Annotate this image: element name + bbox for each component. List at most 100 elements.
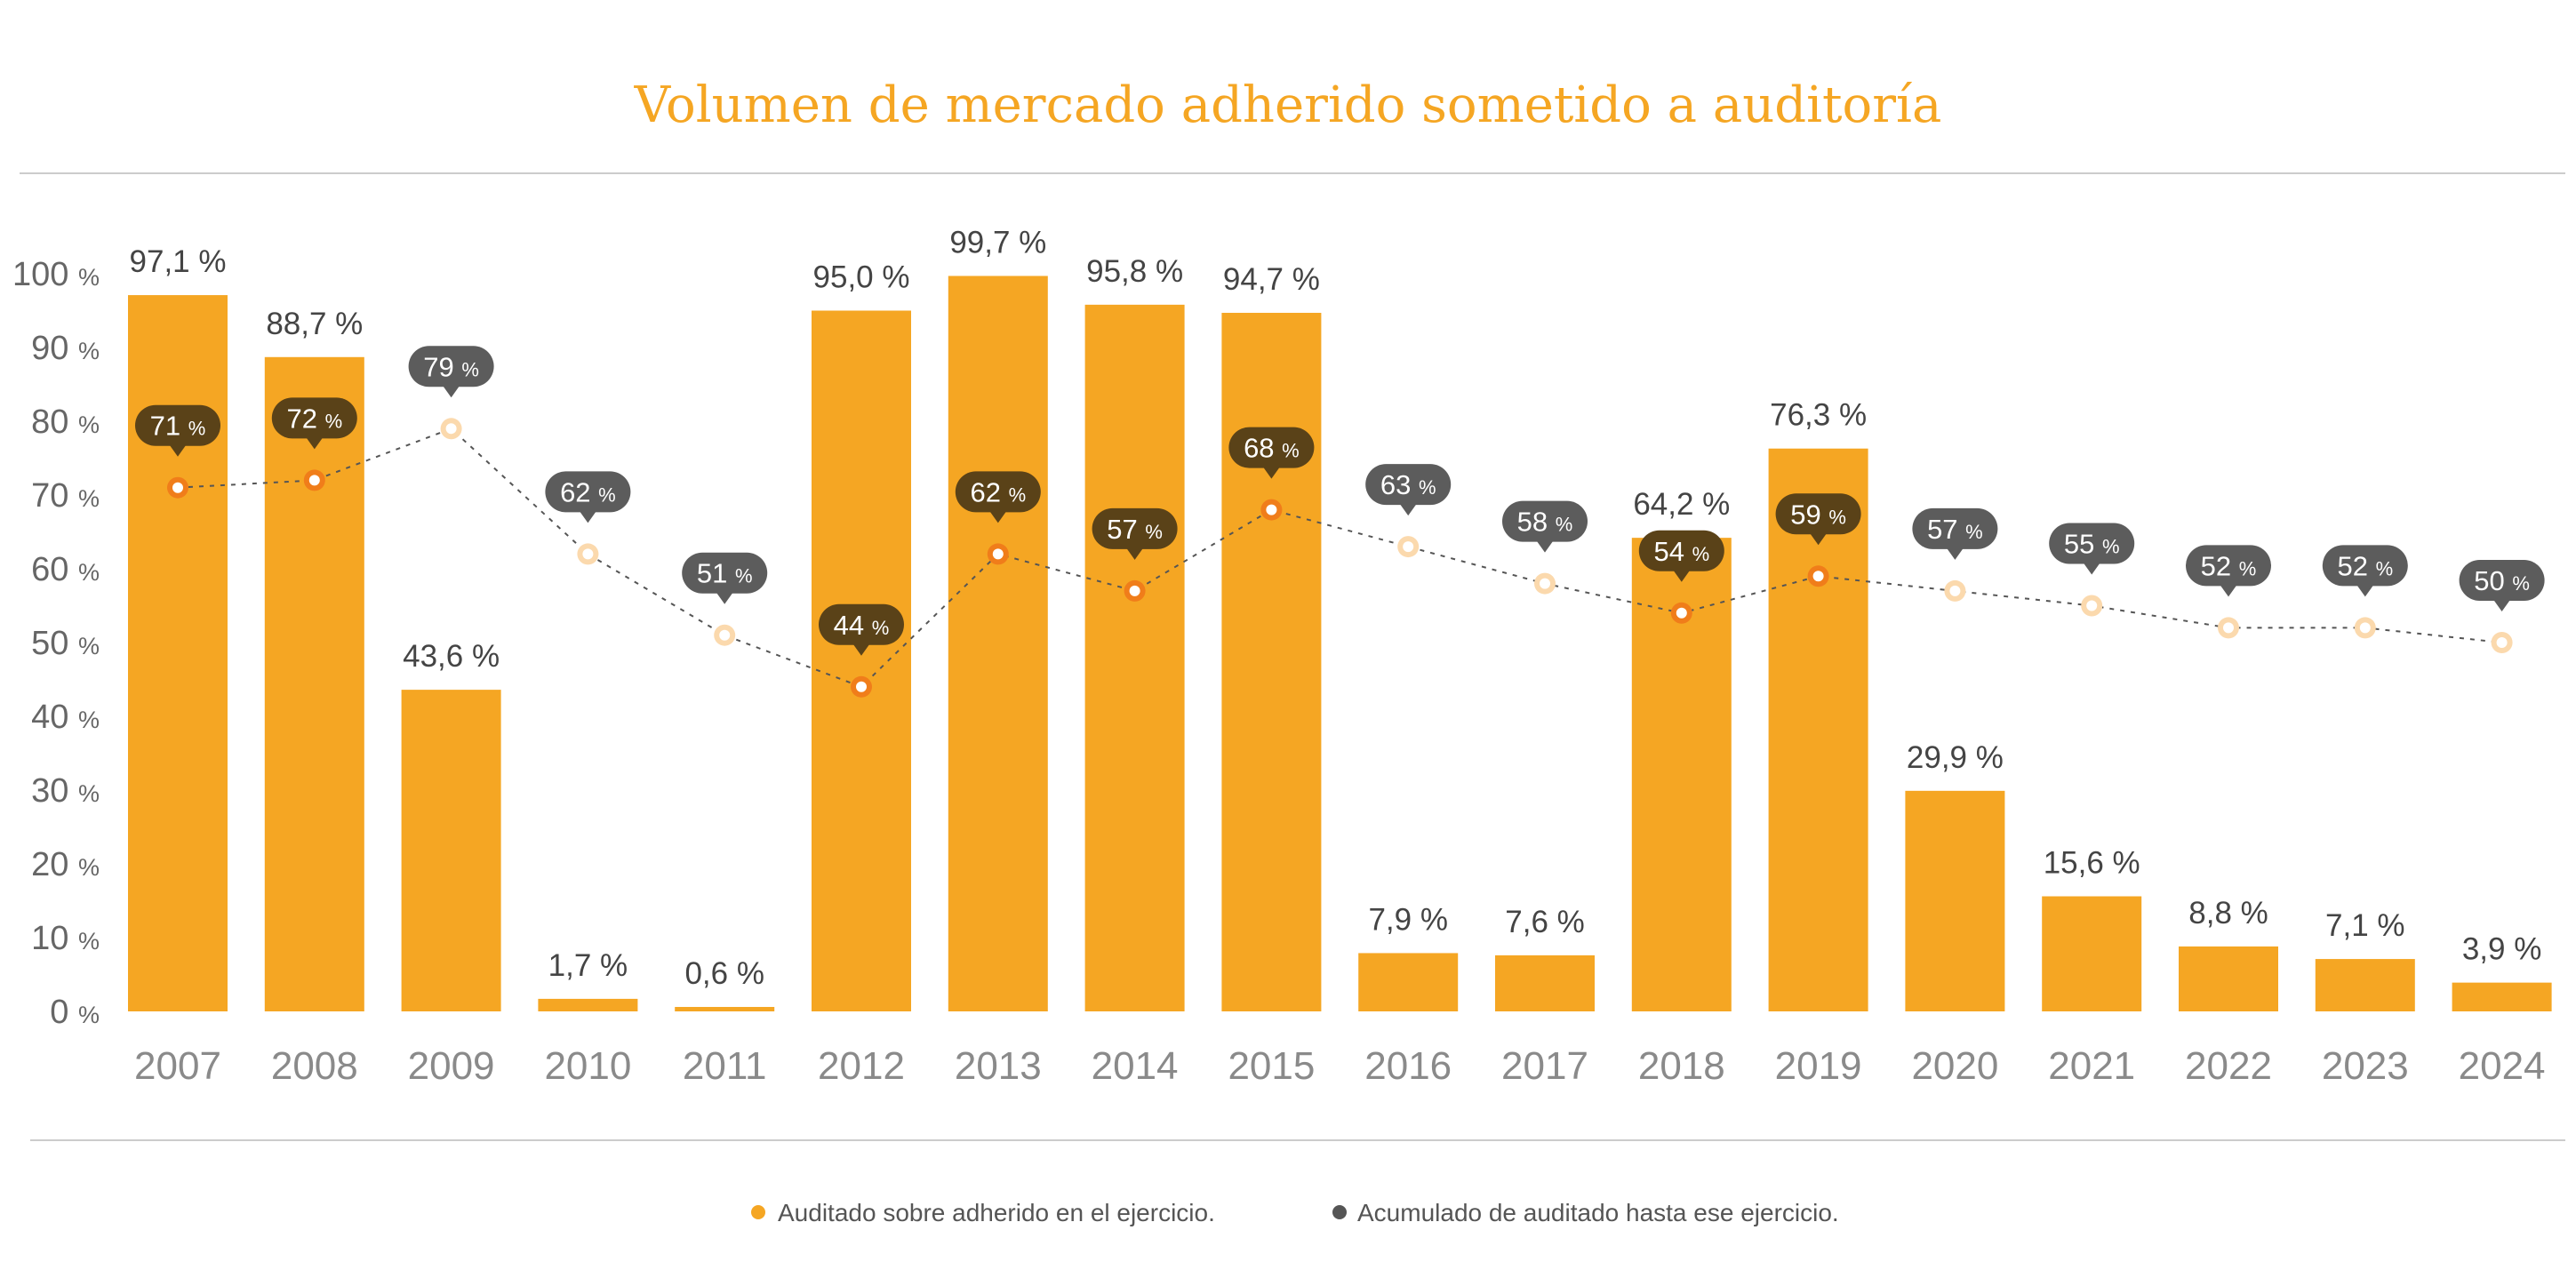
value-bubble-pointer [169, 443, 187, 457]
point-marker-center [2359, 622, 2371, 634]
y-tick-label: 60 % [31, 551, 100, 588]
value-bubble-pointer [2492, 599, 2511, 611]
legend-label-audited: Auditado sobre adherido en el ejercicio. [778, 1199, 1215, 1226]
value-bubble [2459, 560, 2545, 601]
legend-dot-audited-icon [751, 1205, 765, 1219]
bar [1905, 790, 2005, 1011]
point-marker-center [856, 681, 867, 692]
y-tick-label: 90 % [31, 330, 100, 367]
cumulative-point: 62 % [955, 471, 1041, 565]
point-marker-center [1540, 578, 1550, 589]
x-tick-label: 2023 [2322, 1044, 2409, 1088]
point-marker-center [719, 629, 731, 641]
x-tick-label: 2020 [1911, 1044, 1998, 1088]
value-bubble-pointer [305, 436, 324, 450]
cumulative-point: 71 % [135, 404, 220, 499]
point-marker-center [2496, 637, 2508, 648]
cumulative-point: 57 % [1912, 507, 1998, 602]
bar-value-label: 43,6 % [403, 639, 500, 674]
value-bubble-pointer [1809, 532, 1828, 546]
cumulative-value-label: 72 % [286, 403, 342, 434]
x-tick-label: 2012 [818, 1044, 905, 1088]
value-bubble-pointer [2220, 584, 2237, 597]
value-bubble [1365, 464, 1452, 506]
x-tick-label: 2022 [2185, 1044, 2272, 1088]
bar [675, 1007, 775, 1011]
bar-value-label: 97,1 % [130, 244, 227, 279]
bar-value-label: 95,8 % [1086, 254, 1183, 289]
cumulative-value-label: 57 % [1107, 514, 1163, 545]
bar-value-label: 64,2 % [1633, 487, 1730, 522]
x-tick-label: 2018 [1638, 1044, 1725, 1088]
y-tick-label: 40 % [31, 699, 100, 736]
value-bubble-pointer [1262, 466, 1281, 479]
bar-value-label: 0,6 % [684, 956, 764, 991]
point-marker-center [1812, 571, 1824, 582]
y-tick-label: 10 % [31, 920, 100, 957]
x-tick-label: 2007 [134, 1044, 221, 1088]
bar [2452, 982, 2552, 1011]
value-bubble [1502, 500, 1588, 542]
x-tick-label: 2015 [1228, 1044, 1315, 1088]
cumulative-point: 68 % [1228, 427, 1315, 521]
bar [264, 356, 364, 1011]
value-bubble-pointer [1125, 547, 1144, 560]
value-bubble [1228, 427, 1315, 468]
x-tick-label: 2010 [544, 1044, 631, 1088]
bar [538, 998, 638, 1011]
bar [948, 276, 1048, 1011]
cumulative-point: 52 % [2322, 545, 2408, 639]
value-bubble [2186, 545, 2271, 587]
value-bubble [1092, 507, 1178, 549]
x-tick-label: 2019 [1775, 1044, 1862, 1088]
point-marker-center [2086, 600, 2098, 611]
bar-value-label: 7,6 % [1505, 905, 1585, 939]
point-marker-center [1403, 541, 1414, 553]
point-marker-center [2223, 622, 2234, 634]
value-bubble [135, 404, 220, 446]
y-tick-label: 80 % [31, 403, 100, 441]
cumulative-value-label: 57 % [1927, 514, 1983, 545]
point-marker-center [308, 475, 320, 486]
bar [2042, 896, 2142, 1011]
cumulative-value-label: 55 % [2064, 529, 2120, 560]
point-marker-center [445, 423, 457, 435]
cumulative-point: 50 % [2459, 560, 2545, 653]
cumulative-line-series: 71 % 72 % 79 % 62 % 51 % 44 % 62 % 57 % 68 % 63 %… [135, 346, 2545, 698]
bar-value-label: 1,7 % [548, 948, 628, 983]
x-tick-label: 2008 [271, 1044, 358, 1088]
point-marker-center [1266, 504, 1277, 515]
value-bubble-pointer [716, 591, 734, 604]
value-bubble [1638, 530, 1724, 571]
cumulative-point: 57 % [1092, 507, 1178, 602]
bar [2179, 946, 2278, 1011]
value-bubble [955, 471, 1041, 513]
value-bubble-pointer [579, 510, 597, 523]
legend-label-cumulative: Acumulado de auditado hasta ese ejercici… [1357, 1199, 1839, 1226]
cumulative-line [177, 427, 2502, 688]
bar [812, 310, 911, 1011]
cumulative-point: 72 % [271, 397, 357, 491]
x-tick-label: 2016 [1364, 1044, 1452, 1088]
value-bubble-pointer [442, 385, 460, 398]
x-tick-label: 2011 [683, 1044, 767, 1088]
bar-value-label: 8,8 % [2188, 896, 2268, 931]
y-tick-label: 0 % [50, 994, 100, 1031]
cumulative-point: 52 % [2186, 545, 2271, 639]
value-bubble-pointer [1536, 539, 1554, 553]
bar [1221, 312, 1322, 1011]
x-tick-label: 2021 [2048, 1044, 2135, 1088]
cumulative-value-label: 79 % [423, 351, 479, 382]
cumulative-point: 51 % [682, 552, 768, 646]
bar-value-label: 76,3 % [1770, 398, 1867, 433]
cumulative-value-label: 71 % [150, 411, 206, 442]
value-bubble-pointer [2083, 562, 2101, 575]
cumulative-point: 58 % [1502, 500, 1588, 595]
cumulative-point: 44 % [819, 603, 904, 698]
point-marker-center [582, 548, 594, 560]
x-tick-label: 2014 [1092, 1044, 1179, 1088]
bar-series [128, 276, 2552, 1012]
y-tick-label: 50 % [31, 625, 100, 662]
bar-label-group: 97,1 % 88,7 % 43,6 % 1,7 % 0,6 % 95,0 % 99,7 %… [130, 225, 2542, 991]
